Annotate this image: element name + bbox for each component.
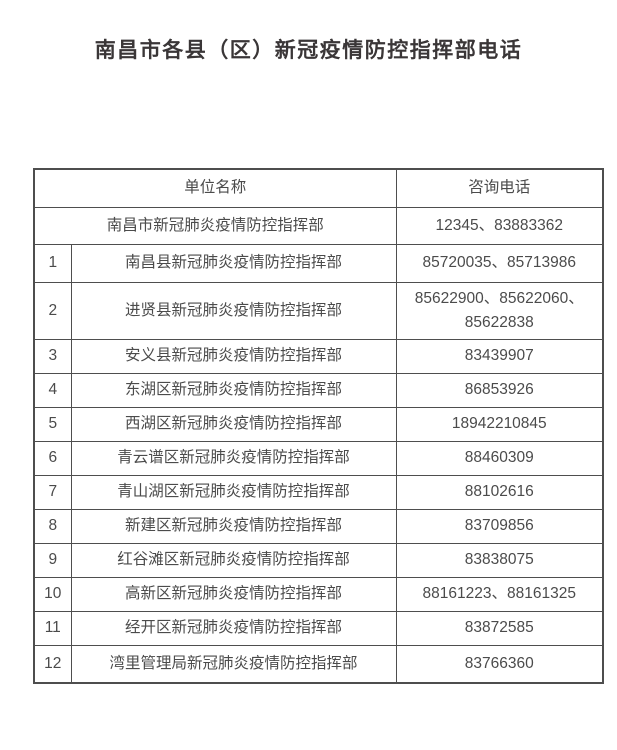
unit-name: 进贤县新冠肺炎疫情防控指挥部 <box>70 281 397 340</box>
row-number: 5 <box>33 406 72 442</box>
row-number: 12 <box>33 644 72 684</box>
row-number: 8 <box>33 508 72 544</box>
phone-number: 12345、83883362 <box>395 206 604 245</box>
phone-number: 83766360 <box>395 644 604 684</box>
unit-name: 东湖区新冠肺炎疫情防控指挥部 <box>70 372 397 408</box>
row-number: 4 <box>33 372 72 408</box>
table-row: 6 青云谱区新冠肺炎疫情防控指挥部 88460309 <box>33 440 604 476</box>
unit-name: 新建区新冠肺炎疫情防控指挥部 <box>70 508 397 544</box>
phone-number: 83439907 <box>395 338 604 374</box>
table-row: 5 西湖区新冠肺炎疫情防控指挥部 18942210845 <box>33 406 604 442</box>
phone-number: 85720035、85713986 <box>395 243 604 283</box>
unit-name: 红谷滩区新冠肺炎疫情防控指挥部 <box>70 542 397 578</box>
table-header-row: 单位名称 咨询电话 <box>33 168 604 208</box>
unit-name: 南昌县新冠肺炎疫情防控指挥部 <box>70 243 397 283</box>
row-number: 10 <box>33 576 72 612</box>
table-row: 12 湾里管理局新冠肺炎疫情防控指挥部 83766360 <box>33 644 604 684</box>
row-number: 1 <box>33 243 72 283</box>
table-row: 10 高新区新冠肺炎疫情防控指挥部 88161223、88161325 <box>33 576 604 612</box>
phone-number: 88460309 <box>395 440 604 476</box>
phone-number: 83872585 <box>395 610 604 646</box>
row-number: 2 <box>33 281 72 340</box>
table-row: 1 南昌县新冠肺炎疫情防控指挥部 85720035、85713986 <box>33 243 604 283</box>
phone-number: 88102616 <box>395 474 604 510</box>
phone-number: 83709856 <box>395 508 604 544</box>
phone-directory-table: 单位名称 咨询电话 南昌市新冠肺炎疫情防控指挥部 12345、83883362 … <box>33 168 605 684</box>
phone-number: 86853926 <box>395 372 604 408</box>
phone-number: 88161223、88161325 <box>395 576 604 612</box>
unit-name: 西湖区新冠肺炎疫情防控指挥部 <box>70 406 397 442</box>
table-row: 9 红谷滩区新冠肺炎疫情防控指挥部 83838075 <box>33 542 604 578</box>
row-number: 3 <box>33 338 72 374</box>
row-number: 7 <box>33 474 72 510</box>
table-row: 11 经开区新冠肺炎疫情防控指挥部 83872585 <box>33 610 604 646</box>
unit-name: 青山湖区新冠肺炎疫情防控指挥部 <box>70 474 397 510</box>
table-row: 2 进贤县新冠肺炎疫情防控指挥部 85622900、85622060、85622… <box>33 281 604 340</box>
unit-name: 青云谱区新冠肺炎疫情防控指挥部 <box>70 440 397 476</box>
page: { "page": { "title": "南昌市各县（区）新冠疫情防控指挥部电… <box>0 34 617 750</box>
row-number: 11 <box>33 610 72 646</box>
table-header-unit: 单位名称 <box>33 168 397 208</box>
unit-name: 湾里管理局新冠肺炎疫情防控指挥部 <box>70 644 397 684</box>
phone-number: 85622900、85622060、85622838 <box>395 281 604 340</box>
unit-name: 安义县新冠肺炎疫情防控指挥部 <box>70 338 397 374</box>
row-number: 9 <box>33 542 72 578</box>
unit-name: 高新区新冠肺炎疫情防控指挥部 <box>70 576 397 612</box>
row-number: 6 <box>33 440 72 476</box>
table-header-phone: 咨询电话 <box>395 168 604 208</box>
phone-number: 83838075 <box>395 542 604 578</box>
table-row: 3 安义县新冠肺炎疫情防控指挥部 83439907 <box>33 338 604 374</box>
table-row: 8 新建区新冠肺炎疫情防控指挥部 83709856 <box>33 508 604 544</box>
table-row-city: 南昌市新冠肺炎疫情防控指挥部 12345、83883362 <box>33 206 604 245</box>
table-row: 7 青山湖区新冠肺炎疫情防控指挥部 88102616 <box>33 474 604 510</box>
page-title: 南昌市各县（区）新冠疫情防控指挥部电话 <box>94 39 523 62</box>
table-row: 4 东湖区新冠肺炎疫情防控指挥部 86853926 <box>33 372 604 408</box>
unit-name: 经开区新冠肺炎疫情防控指挥部 <box>70 610 397 646</box>
phone-number: 18942210845 <box>395 406 604 442</box>
unit-name: 南昌市新冠肺炎疫情防控指挥部 <box>33 206 397 245</box>
